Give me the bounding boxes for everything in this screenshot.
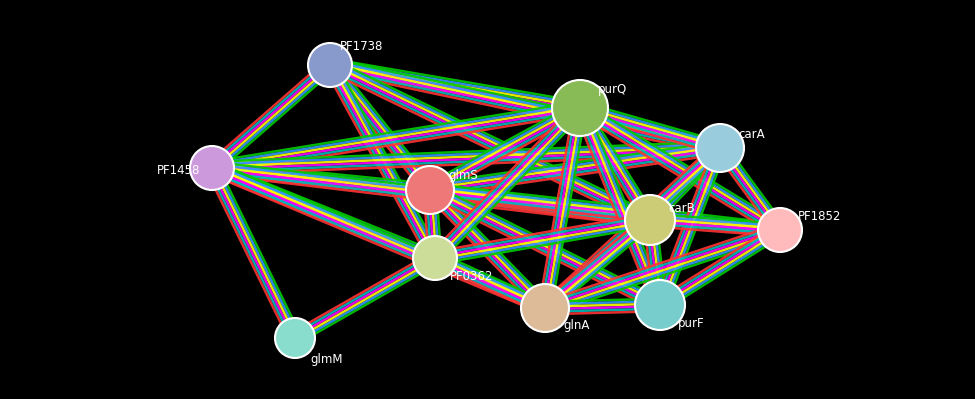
Text: PF1738: PF1738 (340, 41, 383, 53)
Text: glnA: glnA (563, 320, 589, 332)
Text: purF: purF (678, 316, 705, 330)
Circle shape (413, 236, 457, 280)
Circle shape (635, 280, 685, 330)
Circle shape (521, 284, 569, 332)
Text: PF0362: PF0362 (450, 269, 493, 282)
Text: PF1852: PF1852 (798, 209, 841, 223)
Circle shape (758, 208, 802, 252)
Circle shape (552, 80, 608, 136)
Text: glmM: glmM (310, 354, 342, 367)
Circle shape (308, 43, 352, 87)
Circle shape (190, 146, 234, 190)
Text: carA: carA (738, 128, 764, 140)
Circle shape (625, 195, 675, 245)
Text: purQ: purQ (598, 83, 627, 97)
Circle shape (406, 166, 454, 214)
Text: PF1458: PF1458 (157, 164, 201, 176)
Text: carB: carB (668, 201, 695, 215)
Text: glmS: glmS (448, 170, 478, 182)
Circle shape (696, 124, 744, 172)
Circle shape (275, 318, 315, 358)
